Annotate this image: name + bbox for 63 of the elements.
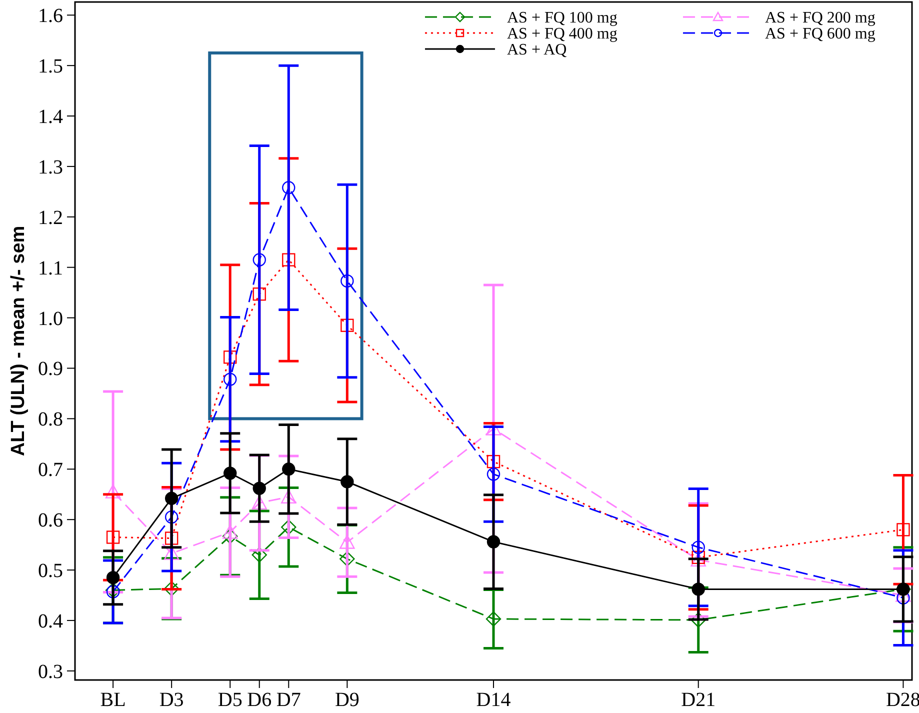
y-tick-label: 1.2	[38, 206, 63, 229]
x-tick-label: D9	[334, 689, 360, 711]
point	[164, 581, 180, 596]
point	[690, 612, 706, 628]
point	[340, 318, 354, 332]
point	[692, 582, 705, 596]
point	[252, 253, 266, 266]
point	[896, 523, 910, 536]
y-tick-label: 0.3	[38, 660, 63, 683]
point	[281, 520, 296, 535]
point	[486, 468, 500, 481]
legend-label: AS + FQ 200 mg	[765, 10, 876, 27]
point	[106, 570, 120, 584]
point	[340, 274, 354, 288]
legend-label: AS + AQ	[507, 42, 568, 59]
point	[164, 532, 178, 545]
y-tick-label: 1.5	[38, 56, 63, 78]
y-tick-label: 1.0	[38, 308, 63, 330]
y-tick-label: 1.3	[38, 156, 63, 178]
y-tick-label: 0.7	[38, 459, 63, 482]
point	[224, 350, 237, 364]
legend-label: AS + FQ 100 mg	[507, 10, 618, 27]
y-tick-label: 0.4	[38, 610, 63, 632]
x-tick-label: D6	[247, 689, 272, 711]
point	[106, 530, 120, 544]
y-tick-label: 0.5	[38, 560, 63, 582]
x-tick-label: D7	[276, 689, 301, 711]
point	[692, 540, 705, 554]
point	[222, 528, 238, 544]
point	[340, 475, 354, 488]
point	[281, 489, 296, 504]
point	[222, 524, 238, 539]
point	[164, 492, 178, 505]
point	[486, 454, 500, 468]
y-tick-label: 1.4	[38, 106, 63, 128]
y-tick-label: 1.1	[38, 257, 63, 280]
point	[105, 484, 121, 498]
y-tick-label: 0.8	[38, 408, 63, 431]
x-tick-label: D3	[159, 689, 184, 711]
y-axis-title: ALT (ULN) - mean +/- sem	[8, 226, 29, 456]
y-tick-label: 0.6	[38, 510, 63, 532]
x-tick-label: D5	[218, 689, 242, 711]
point	[282, 181, 296, 194]
point	[282, 253, 296, 266]
x-tick-label: BL	[100, 689, 126, 711]
point	[486, 535, 500, 548]
y-tick-label: 1.6	[38, 5, 63, 28]
point	[252, 547, 267, 562]
point	[252, 287, 266, 301]
point	[486, 611, 502, 627]
legend-label: AS + FQ 600 mg	[765, 26, 876, 43]
x-tick-label: D21	[681, 689, 716, 711]
point	[224, 372, 237, 386]
point	[224, 466, 237, 480]
x-tick-label: D14	[476, 689, 511, 711]
point	[282, 462, 296, 476]
y-tick-label: 0.9	[38, 358, 63, 380]
point	[340, 551, 355, 567]
point	[340, 534, 355, 549]
legend-label: AS + FQ 400 mg	[507, 26, 618, 43]
point	[164, 510, 178, 524]
point	[252, 482, 266, 495]
point	[252, 495, 267, 510]
